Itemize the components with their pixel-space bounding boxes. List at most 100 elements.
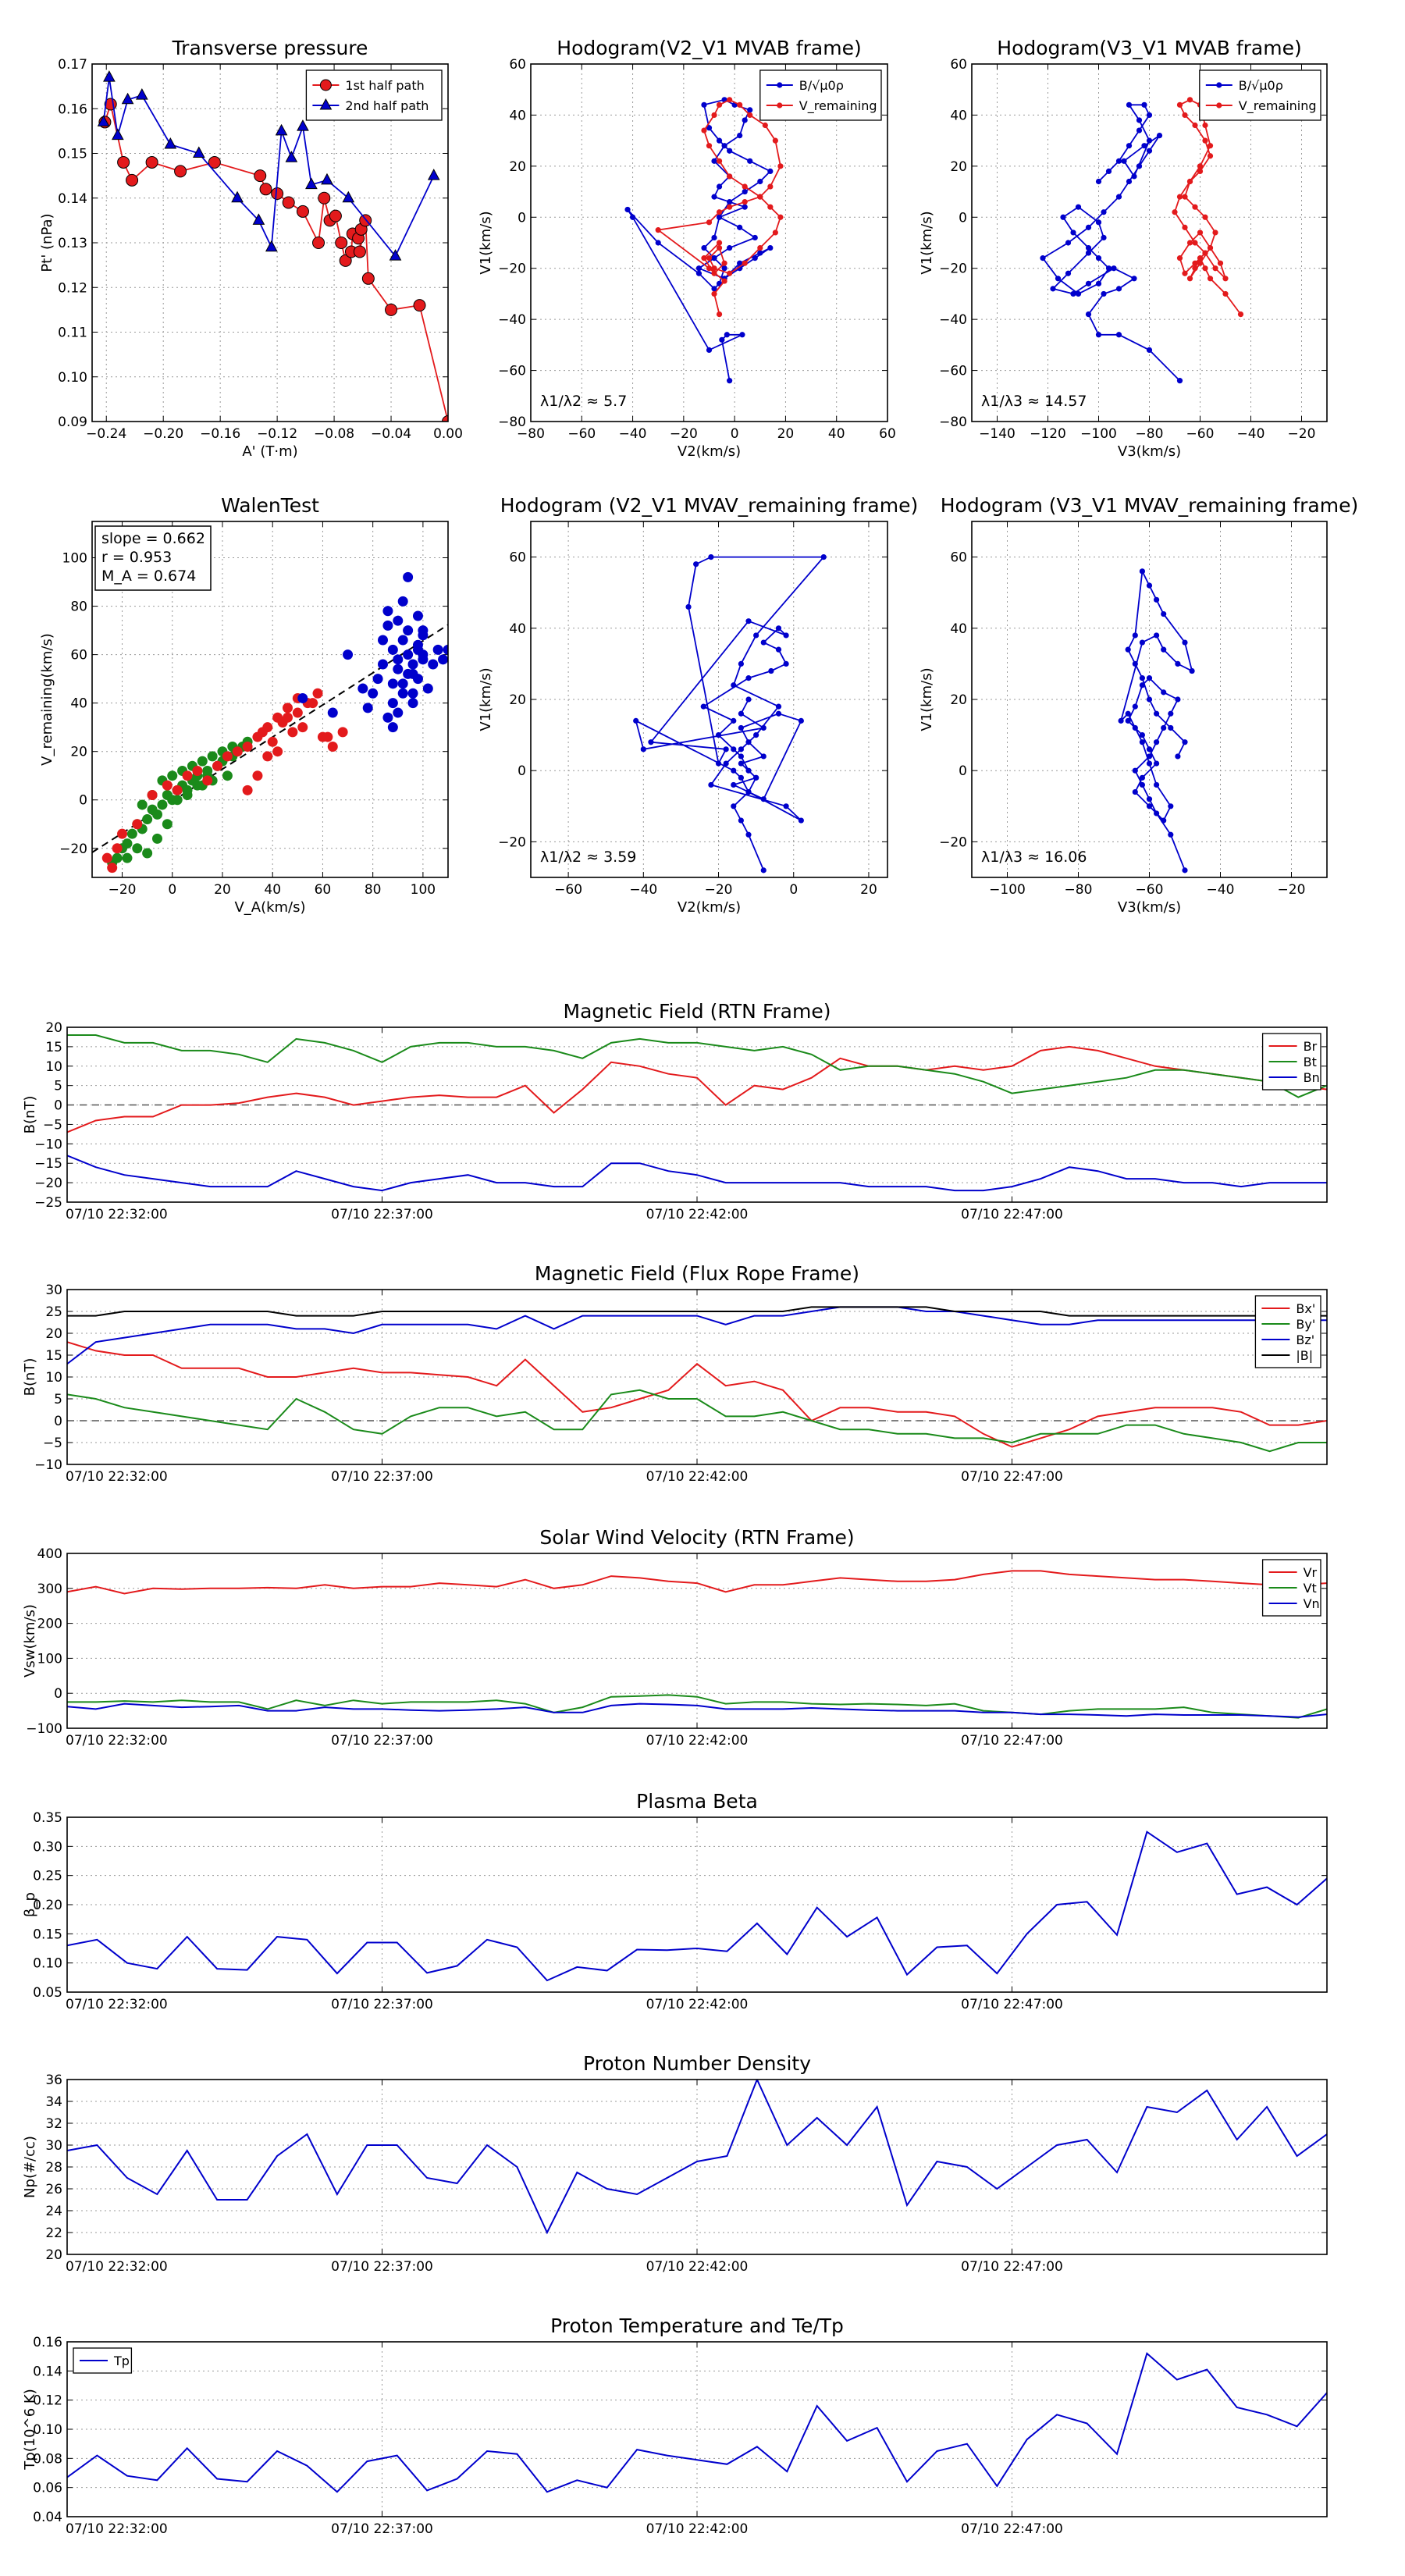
data-point	[760, 639, 767, 646]
data-point	[342, 190, 355, 203]
data-point	[715, 732, 722, 738]
x-tick-label: 20	[777, 426, 795, 442]
y-tick-label: 100	[62, 551, 87, 567]
data-point	[1161, 724, 1167, 731]
data-point	[1141, 143, 1147, 149]
data-point	[721, 260, 727, 266]
y-tick-label: 26	[45, 2182, 62, 2197]
data-point	[706, 265, 713, 272]
data-point	[382, 712, 393, 723]
data-point	[137, 799, 148, 810]
data-point	[339, 254, 352, 267]
series-line	[104, 101, 448, 422]
y-tick-label: −40	[498, 312, 526, 328]
data-point	[1176, 255, 1183, 262]
data-point	[1154, 710, 1160, 717]
data-point	[738, 753, 744, 760]
data-point	[1197, 260, 1204, 266]
data-point	[783, 803, 789, 809]
data-point	[738, 724, 744, 731]
y-tick-label: 40	[950, 621, 967, 637]
data-point	[1095, 280, 1102, 286]
data-point	[1197, 229, 1204, 236]
data-point	[648, 739, 654, 745]
data-point	[1182, 867, 1188, 873]
data-point	[1168, 710, 1174, 717]
x-tick-label: 07/10 22:32:00	[66, 1469, 168, 1485]
x-axis-label: A' (T·m)	[242, 443, 297, 460]
data-point	[655, 240, 661, 246]
x-tick-label: 07/10 22:47:00	[961, 1997, 1063, 2012]
series-Br	[67, 1045, 1327, 1133]
y-axis-label: Tp(10^6 K)	[22, 2389, 38, 2470]
x-tick-label: −60	[1136, 882, 1164, 898]
y-tick-label: 32	[45, 2116, 62, 2132]
y-tick-label: −100	[26, 1721, 62, 1737]
data-point	[1126, 143, 1133, 149]
y-tick-label: 0.13	[58, 236, 87, 251]
y-tick-label: 15	[45, 1040, 62, 1055]
data-point	[775, 710, 782, 717]
plot-frame	[66, 2341, 1328, 2517]
data-point	[385, 303, 398, 316]
data-point	[711, 158, 717, 164]
data-point	[1050, 286, 1056, 292]
y-tick-label: 20	[509, 692, 526, 708]
data-point	[745, 675, 752, 681]
y-axis-label: V1(km/s)	[919, 211, 935, 274]
series-line	[67, 2352, 1327, 2493]
y-tick-label: 0.04	[33, 2510, 62, 2525]
legend-label: V_remaining	[799, 98, 877, 114]
data-point	[1182, 194, 1188, 200]
legend-label: B/√μ0ρ	[799, 78, 844, 93]
y-axis-label: B(nT)	[22, 1096, 38, 1134]
data-point	[727, 97, 733, 103]
data-point	[772, 229, 778, 236]
x-tick-label: 07/10 22:42:00	[646, 1207, 749, 1222]
data-point	[202, 775, 213, 786]
data-point	[292, 707, 303, 718]
data-point	[716, 214, 723, 220]
data-point	[731, 717, 737, 724]
data-point	[727, 199, 733, 205]
x-tick-label: 07/10 22:32:00	[66, 1207, 168, 1222]
data-point	[716, 244, 723, 251]
eigenvalue-ratio-label: λ1/λ2 ≈ 5.7	[540, 393, 627, 410]
data-point	[1197, 255, 1204, 262]
data-point	[1186, 178, 1193, 185]
data-point	[147, 790, 158, 801]
y-tick-label: 0.15	[58, 147, 87, 162]
series-line	[1119, 568, 1193, 871]
chart-p4: WalenTest −20 0 20 40 60 80 100 −20 0 20 40 60 80 100 V…	[39, 494, 449, 916]
data-point	[767, 204, 774, 210]
x-tick-label: 40	[264, 882, 281, 898]
data-point	[222, 751, 233, 762]
data-point	[172, 795, 183, 806]
x-tick-label: 07/10 22:47:00	[961, 1207, 1063, 1222]
data-point	[387, 678, 398, 689]
plot-frame	[530, 521, 888, 878]
y-tick-label: 0.17	[58, 57, 87, 73]
data-point	[695, 270, 702, 276]
chart-s6: Proton Temperature and Te/Tp 07/10 22:32:…	[22, 2314, 1328, 2537]
data-point	[721, 265, 727, 272]
y-tick-label: 40	[70, 696, 87, 712]
data-point	[1132, 724, 1138, 731]
series-V_remaining	[655, 97, 784, 318]
data-point	[706, 347, 713, 353]
data-point	[136, 88, 148, 100]
x-tick-label: −60	[567, 426, 596, 442]
data-point	[1085, 280, 1092, 286]
data-point	[443, 644, 448, 655]
data-point	[767, 244, 774, 251]
data-point	[783, 632, 789, 639]
data-point	[126, 828, 137, 839]
data-point	[397, 678, 408, 689]
series-1st half path	[98, 98, 448, 422]
series-Vr	[67, 1570, 1327, 1595]
data-point	[182, 770, 193, 781]
y-tick-label: 0	[959, 763, 967, 779]
data-point	[711, 234, 717, 241]
data-point	[1125, 710, 1131, 717]
x-tick-label: 07/10 22:37:00	[331, 1997, 433, 2012]
